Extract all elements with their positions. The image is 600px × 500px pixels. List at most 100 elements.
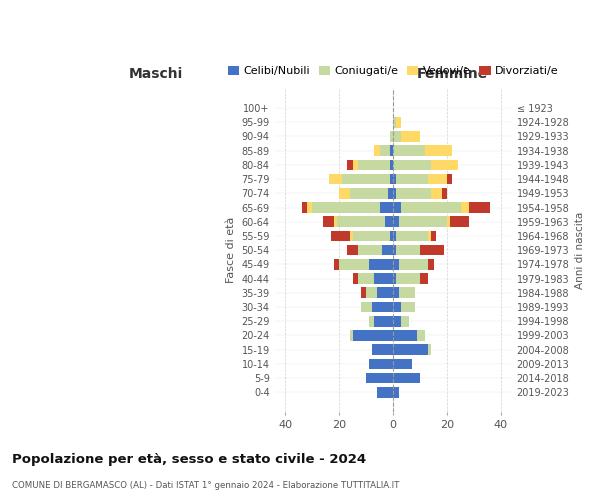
- Text: Maschi: Maschi: [129, 68, 183, 82]
- Bar: [369, 358, 393, 369]
- Bar: [398, 259, 428, 270]
- Bar: [393, 358, 412, 369]
- Bar: [331, 230, 350, 241]
- Bar: [385, 216, 393, 227]
- Bar: [393, 288, 398, 298]
- Bar: [377, 387, 393, 398]
- Bar: [398, 288, 415, 298]
- Bar: [374, 273, 393, 284]
- Bar: [393, 174, 396, 184]
- Bar: [374, 316, 393, 326]
- Text: COMUNE DI BERGAMASCO (AL) - Dati ISTAT 1° gennaio 2024 - Elaborazione TUTTITALIA: COMUNE DI BERGAMASCO (AL) - Dati ISTAT 1…: [12, 481, 400, 490]
- Bar: [393, 216, 398, 227]
- Bar: [391, 174, 393, 184]
- Bar: [393, 146, 425, 156]
- Bar: [393, 131, 401, 142]
- Bar: [334, 259, 339, 270]
- Bar: [391, 230, 393, 241]
- Bar: [401, 202, 461, 213]
- Bar: [393, 230, 396, 241]
- Bar: [393, 316, 401, 326]
- Bar: [302, 202, 307, 213]
- Bar: [313, 202, 380, 213]
- Bar: [361, 302, 371, 312]
- Bar: [353, 330, 393, 341]
- Bar: [396, 188, 431, 198]
- Text: Popolazione per età, sesso e stato civile - 2024: Popolazione per età, sesso e stato civil…: [12, 452, 366, 466]
- Bar: [420, 273, 428, 284]
- Bar: [307, 202, 313, 213]
- Bar: [380, 146, 391, 156]
- Bar: [431, 230, 436, 241]
- Bar: [442, 188, 447, 198]
- Bar: [428, 230, 431, 241]
- Bar: [339, 188, 350, 198]
- Bar: [366, 288, 377, 298]
- Bar: [377, 288, 393, 298]
- Bar: [393, 160, 431, 170]
- Bar: [396, 273, 420, 284]
- Bar: [401, 131, 420, 142]
- Bar: [337, 216, 385, 227]
- Bar: [447, 174, 452, 184]
- Bar: [353, 160, 358, 170]
- Bar: [396, 230, 428, 241]
- Bar: [342, 174, 391, 184]
- Bar: [382, 245, 393, 256]
- Bar: [393, 245, 396, 256]
- Y-axis label: Anni di nascita: Anni di nascita: [575, 212, 585, 289]
- Bar: [347, 245, 358, 256]
- Bar: [369, 259, 393, 270]
- Bar: [371, 344, 393, 355]
- Bar: [380, 202, 393, 213]
- Bar: [418, 330, 425, 341]
- Bar: [393, 330, 418, 341]
- Bar: [391, 131, 393, 142]
- Bar: [420, 245, 445, 256]
- Bar: [396, 174, 428, 184]
- Y-axis label: Fasce di età: Fasce di età: [226, 217, 236, 284]
- Bar: [393, 372, 420, 384]
- Bar: [393, 117, 396, 128]
- Bar: [401, 316, 409, 326]
- Bar: [350, 330, 353, 341]
- Bar: [366, 372, 393, 384]
- Bar: [374, 146, 380, 156]
- Bar: [396, 245, 420, 256]
- Bar: [388, 188, 393, 198]
- Bar: [431, 188, 442, 198]
- Bar: [350, 230, 353, 241]
- Bar: [428, 174, 447, 184]
- Bar: [428, 344, 431, 355]
- Bar: [361, 288, 366, 298]
- Bar: [425, 146, 452, 156]
- Bar: [347, 160, 353, 170]
- Bar: [469, 202, 490, 213]
- Bar: [350, 188, 388, 198]
- Bar: [450, 216, 469, 227]
- Bar: [396, 117, 401, 128]
- Bar: [329, 174, 342, 184]
- Legend: Celibi/Nubili, Coniugati/e, Vedovi/e, Divorziati/e: Celibi/Nubili, Coniugati/e, Vedovi/e, Di…: [223, 61, 563, 80]
- Bar: [339, 259, 369, 270]
- Bar: [393, 273, 396, 284]
- Bar: [323, 216, 334, 227]
- Bar: [393, 302, 401, 312]
- Bar: [393, 259, 398, 270]
- Bar: [428, 259, 434, 270]
- Bar: [398, 216, 447, 227]
- Bar: [334, 216, 337, 227]
- Bar: [391, 160, 393, 170]
- Text: Femmine: Femmine: [417, 68, 488, 82]
- Bar: [393, 202, 401, 213]
- Bar: [393, 344, 428, 355]
- Bar: [391, 146, 393, 156]
- Bar: [393, 188, 396, 198]
- Bar: [358, 245, 382, 256]
- Bar: [358, 273, 374, 284]
- Bar: [393, 387, 398, 398]
- Bar: [369, 316, 374, 326]
- Bar: [358, 160, 391, 170]
- Bar: [431, 160, 458, 170]
- Bar: [447, 216, 450, 227]
